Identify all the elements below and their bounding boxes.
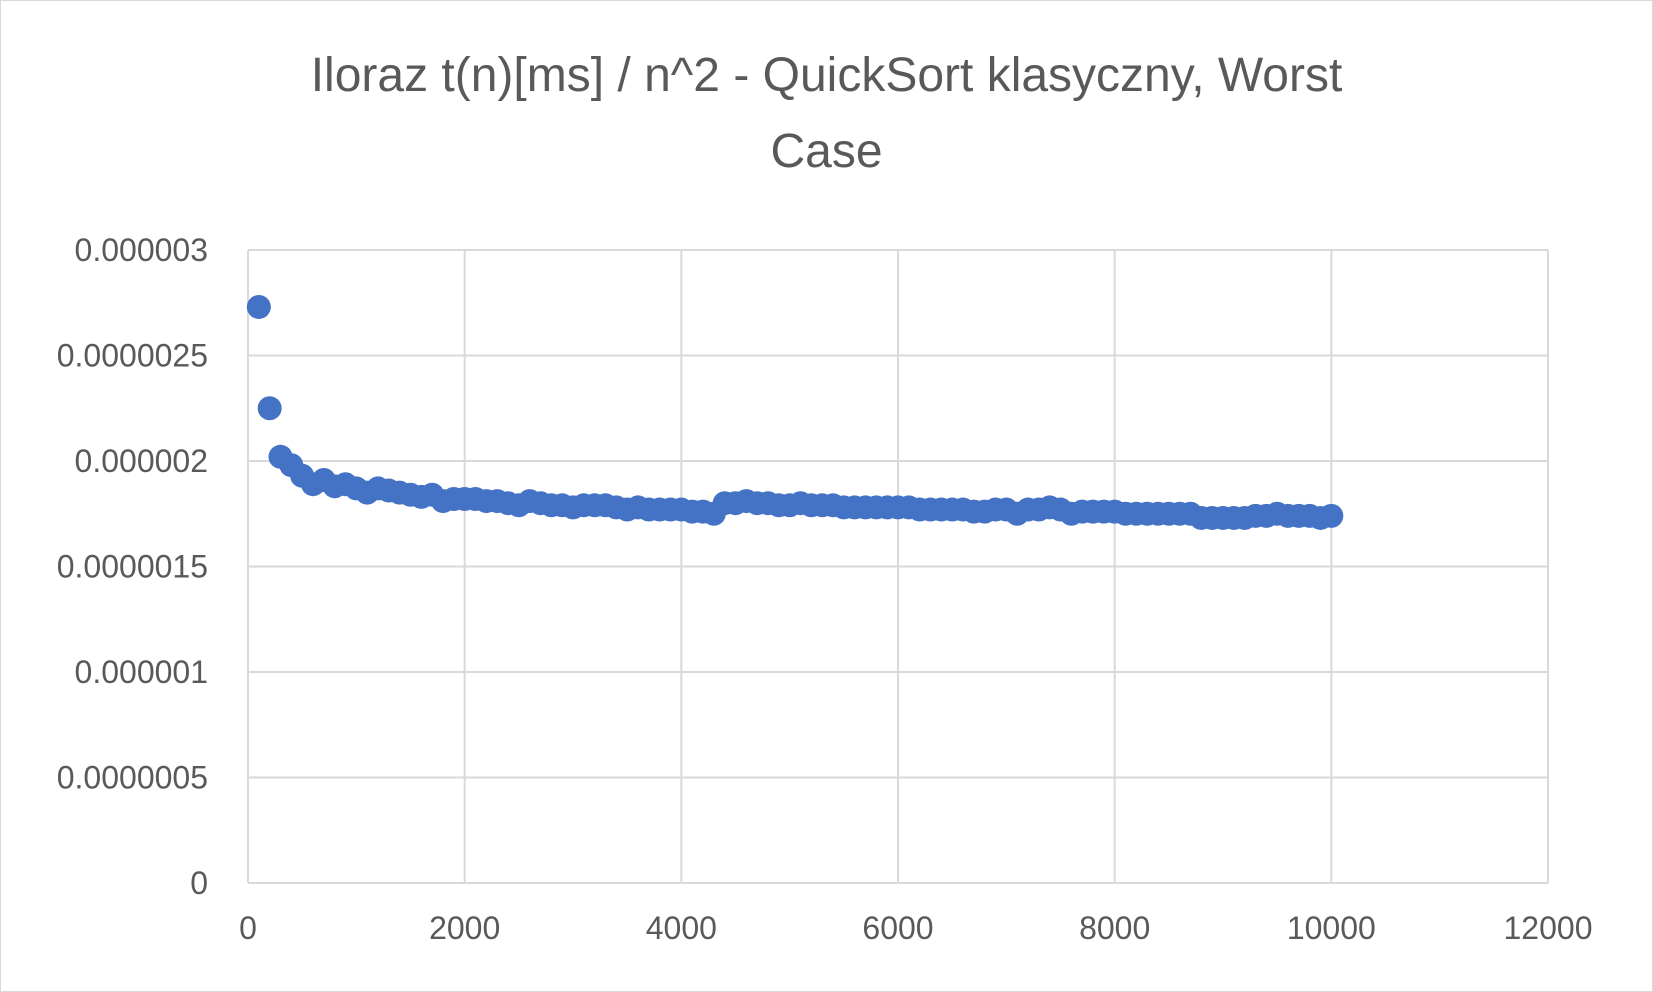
x-tick-label: 10000: [1287, 910, 1376, 946]
data-points: [246, 294, 1344, 530]
x-tick-label: 6000: [862, 910, 933, 946]
chart-title-line-2: Case: [770, 125, 883, 178]
x-tick-label: 2000: [429, 910, 500, 946]
x-tick-label: 4000: [646, 910, 717, 946]
chart-title: Iloraz t(n)[ms] / n^2 - QuickSort klasyc…: [0, 38, 1653, 190]
y-tick-label: 0.000003: [75, 232, 208, 268]
x-tick-label: 8000: [1079, 910, 1150, 946]
y-tick-label: 0: [190, 865, 208, 901]
data-point: [246, 294, 271, 319]
x-tick-label: 0: [239, 910, 257, 946]
x-axis-tick-labels: 0 2000 4000 6000 8000 10000 12000: [239, 910, 1592, 946]
data-point: [257, 396, 282, 421]
gridlines: [247, 249, 1549, 884]
y-tick-label: 0.0000015: [57, 549, 208, 585]
y-tick-label: 0.000002: [75, 443, 208, 479]
y-tick-label: 0.000001: [75, 654, 208, 690]
data-point: [1319, 503, 1344, 528]
x-tick-label: 12000: [1504, 910, 1593, 946]
y-tick-label: 0.0000005: [57, 760, 208, 796]
chart-title-line-1: Iloraz t(n)[ms] / n^2 - QuickSort klasyc…: [310, 49, 1343, 102]
y-tick-label: 0.0000025: [57, 338, 208, 374]
y-axis-tick-labels: 0 0.0000005 0.000001 0.0000015 0.000002 0.000…: [57, 232, 208, 901]
